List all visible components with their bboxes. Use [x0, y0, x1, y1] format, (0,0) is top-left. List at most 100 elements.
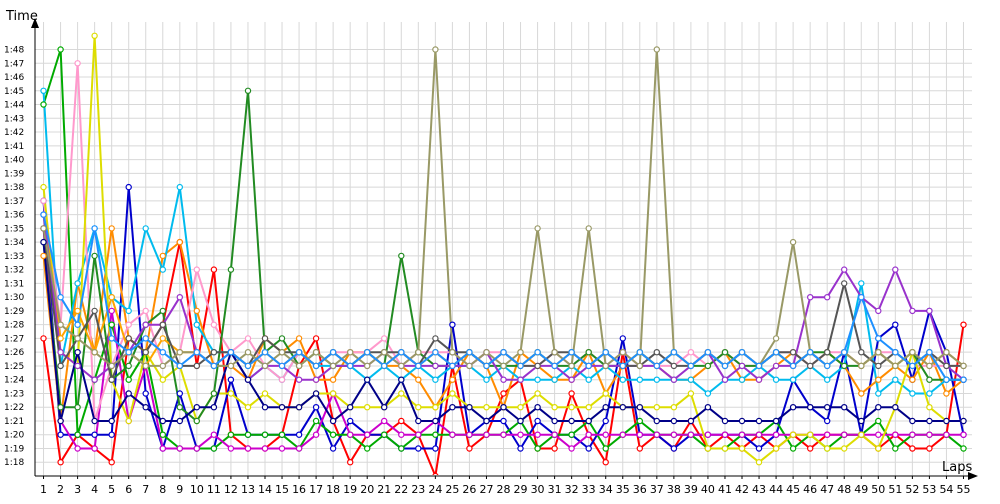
data-point: [449, 321, 456, 328]
x-tick-label: 27: [479, 483, 493, 496]
data-point: [534, 390, 541, 397]
data-point: [415, 445, 422, 452]
data-point: [125, 349, 132, 356]
data-point: [278, 445, 286, 452]
data-point: [892, 445, 899, 452]
data-point: [772, 417, 780, 425]
data-point: [755, 376, 763, 383]
data-point: [807, 431, 814, 438]
data-point: [398, 252, 405, 260]
data-point: [91, 307, 98, 315]
x-tick-label: 5: [108, 483, 115, 496]
data-point: [398, 349, 405, 356]
data-point: [193, 307, 200, 315]
data-point: [40, 197, 47, 204]
x-tick-label: 2: [57, 483, 64, 496]
data-point: [858, 390, 865, 397]
data-point: [466, 431, 473, 438]
data-point: [125, 390, 132, 397]
data-point: [738, 445, 746, 452]
data-point: [653, 362, 661, 370]
data-point: [40, 87, 47, 95]
data-point: [943, 349, 950, 356]
x-tick-label: 11: [207, 483, 221, 496]
y-tick-label: 1:42: [4, 128, 24, 138]
data-point: [670, 445, 678, 452]
data-point: [789, 445, 797, 452]
data-point: [261, 362, 269, 370]
data-point: [483, 417, 490, 425]
data-point: [415, 404, 422, 411]
data-point: [125, 376, 132, 383]
data-point: [585, 225, 592, 232]
x-tick-labels: 1 2 3 4 5 6 7 8 9 10 11 12 13 14 15 16 17 18 19 20 21 22 23 24 2…: [40, 483, 970, 496]
data-point: [227, 431, 235, 438]
data-point: [687, 417, 695, 425]
data-point: [636, 417, 644, 425]
x-tick-label: 18: [326, 483, 340, 496]
data-point: [721, 445, 729, 452]
data-point: [159, 307, 166, 315]
data-point: [517, 376, 524, 383]
data-point: [329, 445, 337, 452]
data-point: [943, 431, 950, 438]
y-tick-label: 1:22: [4, 403, 24, 413]
data-point: [142, 390, 149, 397]
data-point: [500, 376, 507, 383]
data-point: [312, 362, 320, 370]
data-point: [875, 445, 882, 452]
x-tick-label: 8: [159, 483, 166, 496]
data-point: [108, 225, 115, 232]
data-point: [517, 362, 524, 370]
data-point: [244, 445, 252, 452]
data-point: [244, 431, 252, 438]
data-point: [858, 431, 865, 438]
data-point: [909, 417, 916, 425]
data-point: [125, 417, 132, 425]
data-point: [193, 445, 200, 452]
grid-lines: [35, 22, 972, 479]
y-tick-label: 1:32: [4, 266, 24, 276]
data-point: [841, 431, 848, 438]
data-point: [329, 349, 337, 356]
data-point: [807, 294, 814, 301]
x-tick-label: 37: [650, 483, 664, 496]
data-point: [789, 362, 797, 370]
data-point: [108, 376, 115, 383]
data-point: [193, 362, 200, 370]
x-tick-label: 52: [905, 483, 919, 496]
y-tick-label: 1:29: [4, 307, 24, 317]
data-point: [40, 101, 47, 108]
data-point: [704, 431, 712, 438]
data-point: [858, 362, 865, 370]
data-point: [772, 362, 780, 370]
x-tick-label: 6: [125, 483, 132, 496]
x-tick-label: 31: [548, 483, 562, 496]
data-point: [926, 362, 933, 370]
data-point: [295, 431, 303, 438]
data-point: [909, 362, 916, 370]
x-tick-label: 13: [241, 483, 255, 496]
data-point: [295, 376, 303, 383]
data-point: [704, 404, 712, 411]
data-point: [176, 445, 183, 452]
data-point: [585, 431, 592, 438]
data-point: [585, 376, 592, 383]
x-tick-label: 55: [956, 483, 970, 496]
data-point: [142, 307, 149, 315]
x-tick-label: 32: [565, 483, 579, 496]
data-point: [295, 335, 303, 342]
x-tick-label: 12: [224, 483, 238, 496]
data-point: [585, 349, 592, 356]
data-point: [653, 431, 661, 438]
data-point: [500, 362, 507, 370]
data-point: [841, 349, 848, 356]
x-tick-label: 24: [428, 483, 442, 496]
x-tick-label: 54: [939, 483, 953, 496]
data-point: [74, 362, 81, 370]
x-tick-label: 26: [462, 483, 476, 496]
data-point: [364, 362, 371, 370]
y-tick-label: 1:35: [4, 224, 24, 234]
data-point: [466, 404, 473, 411]
data-point: [670, 417, 678, 425]
